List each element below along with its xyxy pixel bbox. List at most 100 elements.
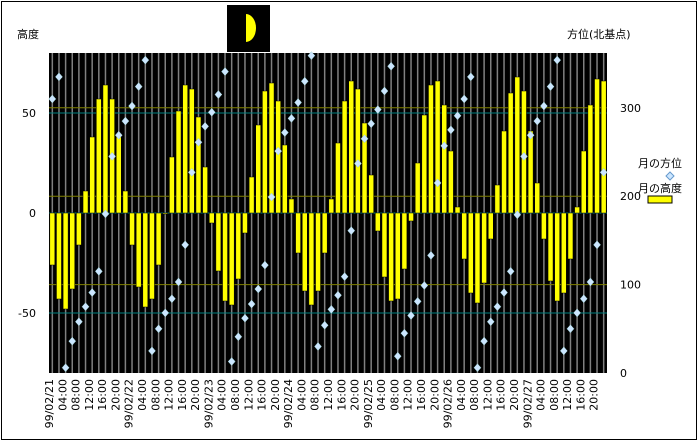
azimuth-point xyxy=(453,111,462,121)
left-tick-label: -50 xyxy=(18,307,36,320)
altitude-bar xyxy=(335,142,341,214)
altitude-bar xyxy=(202,166,208,214)
altitude-bar xyxy=(454,206,461,214)
altitude-bar xyxy=(521,90,527,214)
altitude-bar xyxy=(501,130,507,214)
altitude-bar xyxy=(474,212,481,304)
azimuth-point xyxy=(88,288,97,297)
x-tick-label: 04:00 xyxy=(136,379,149,411)
altitude-bar xyxy=(268,82,275,214)
altitude-bar xyxy=(554,212,560,302)
altitude-bar xyxy=(302,212,308,292)
x-tick-label: 04:00 xyxy=(455,379,468,411)
azimuth-point xyxy=(373,105,382,114)
altitude-bar xyxy=(149,212,155,300)
altitude-bar xyxy=(255,124,261,214)
altitude-bar xyxy=(441,104,447,214)
right-tick-label: 200 xyxy=(620,190,641,203)
altitude-bar xyxy=(321,212,328,254)
legend-azimuth-marker xyxy=(665,171,675,181)
azimuth-point xyxy=(347,226,356,236)
azimuth-point xyxy=(81,302,90,312)
azimuth-point xyxy=(526,130,535,140)
azimuth-point xyxy=(486,317,495,327)
azimuth-point xyxy=(380,86,389,96)
altitude-bar xyxy=(388,212,394,302)
altitude-bar xyxy=(262,90,268,214)
azimuth-point xyxy=(214,90,223,99)
legend-azimuth-label: 月の方位 xyxy=(638,157,682,170)
altitude-bar xyxy=(534,182,540,214)
azimuth-point xyxy=(599,167,608,177)
altitude-bar xyxy=(116,136,122,214)
altitude-bar xyxy=(600,80,607,214)
right-axis-title: 方位(北基点) xyxy=(567,28,631,41)
x-tick-label: 04:00 xyxy=(295,379,308,411)
altitude-bar xyxy=(215,212,222,272)
azimuth-point xyxy=(181,240,190,250)
altitude-bar xyxy=(481,212,487,284)
altitude-bar xyxy=(561,212,567,294)
azimuth-point xyxy=(466,72,475,82)
x-tick-label: 08:00 xyxy=(548,379,561,411)
x-tick-label: 08:00 xyxy=(229,379,242,411)
altitude-bar xyxy=(209,212,215,224)
x-tick-label: 20:00 xyxy=(269,379,282,411)
azimuth-point xyxy=(300,76,309,86)
azimuth-point xyxy=(241,313,249,323)
azimuth-point xyxy=(586,277,595,287)
altitude-bar xyxy=(581,150,587,214)
altitude-bar xyxy=(587,104,594,214)
x-tick-label: 16:00 xyxy=(96,379,109,411)
azimuth-point xyxy=(546,82,555,91)
x-tick-label: 12:00 xyxy=(83,379,96,411)
x-tick-label: 99/02/25 xyxy=(362,379,375,428)
left-axis-title: 高度 xyxy=(17,28,39,41)
azimuth-point xyxy=(221,67,229,76)
legend-altitude-swatch xyxy=(647,195,673,204)
x-tick-label: 16:00 xyxy=(256,379,269,411)
azimuth-point xyxy=(440,141,449,151)
altitude-bar xyxy=(56,212,62,300)
x-tick-label: 20:00 xyxy=(588,379,601,411)
first-quarter-moon-icon xyxy=(227,5,270,52)
left-tick-label: 50 xyxy=(22,107,36,120)
altitude-bar xyxy=(395,212,401,300)
azimuth-point xyxy=(101,209,110,219)
x-tick-label: 16:00 xyxy=(335,379,348,411)
azimuth-point xyxy=(553,55,562,65)
azimuth-point xyxy=(227,357,236,366)
azimuth-point xyxy=(61,363,70,373)
altitude-bar xyxy=(242,212,248,234)
x-tick-label: 08:00 xyxy=(309,379,322,411)
azimuth-point xyxy=(340,272,349,282)
azimuth-point xyxy=(194,137,203,147)
right-tick-label: 300 xyxy=(620,102,641,115)
altitude-bar xyxy=(275,100,281,214)
azimuth-point xyxy=(506,266,515,276)
x-tick-label: 16:00 xyxy=(176,379,189,411)
altitude-bar xyxy=(89,136,95,214)
azimuth-point xyxy=(274,146,283,156)
azimuth-point xyxy=(207,107,216,117)
altitude-bar xyxy=(381,212,388,278)
azimuth-point xyxy=(407,311,415,320)
altitude-bar xyxy=(169,156,175,214)
altitude-bar xyxy=(541,212,547,240)
x-tick-label: 16:00 xyxy=(415,379,428,411)
azimuth-point xyxy=(201,121,209,131)
altitude-bar xyxy=(434,80,441,214)
altitude-bar xyxy=(448,150,454,214)
altitude-bar xyxy=(461,212,467,260)
x-tick-label: 20:00 xyxy=(428,379,441,411)
azimuth-point xyxy=(68,336,77,346)
azimuth-point xyxy=(267,192,276,202)
x-tick-label: 99/02/22 xyxy=(123,379,136,428)
altitude-bar xyxy=(308,212,315,306)
x-tick-label: 04:00 xyxy=(375,379,388,411)
x-tick-label: 08:00 xyxy=(388,379,401,411)
azimuth-point xyxy=(566,324,575,334)
x-tick-label: 08:00 xyxy=(70,379,83,411)
